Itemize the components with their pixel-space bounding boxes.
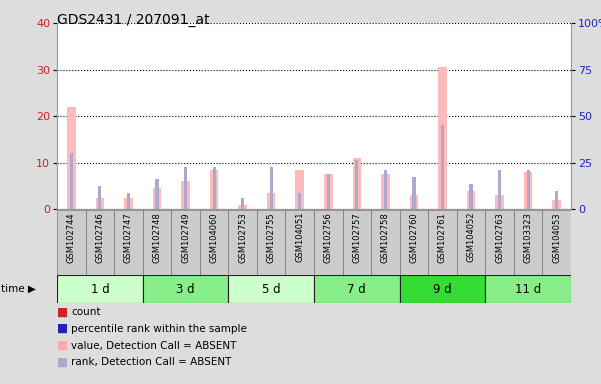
Bar <box>485 210 514 275</box>
Bar <box>552 200 561 209</box>
Bar <box>298 193 301 209</box>
Text: GSM102753: GSM102753 <box>238 212 247 263</box>
Text: GSM102755: GSM102755 <box>267 212 276 263</box>
Text: ■: ■ <box>57 305 69 318</box>
Text: ■: ■ <box>57 356 69 369</box>
Bar <box>542 210 571 275</box>
Text: ■: ■ <box>57 322 69 335</box>
Bar <box>384 170 387 209</box>
Bar <box>438 67 447 209</box>
Bar <box>85 210 114 275</box>
Text: 1 d: 1 d <box>91 283 109 296</box>
Bar <box>467 191 475 209</box>
Text: 3 d: 3 d <box>176 283 195 296</box>
Bar <box>142 210 171 275</box>
Bar <box>99 186 102 209</box>
Bar <box>381 174 389 209</box>
Text: GSM104053: GSM104053 <box>552 212 561 263</box>
Text: GSM103323: GSM103323 <box>523 212 532 263</box>
Bar <box>495 195 504 209</box>
Bar <box>213 167 216 209</box>
Bar <box>57 210 85 275</box>
Bar <box>343 210 371 275</box>
Bar <box>371 210 400 275</box>
Text: GSM102760: GSM102760 <box>409 212 418 263</box>
Bar <box>441 126 444 209</box>
Bar <box>400 275 485 303</box>
Bar <box>124 198 133 209</box>
Bar <box>257 210 285 275</box>
Bar <box>296 170 304 209</box>
Bar <box>228 210 257 275</box>
Bar <box>184 167 187 209</box>
Bar <box>182 181 190 209</box>
Bar <box>210 170 218 209</box>
Text: GSM102746: GSM102746 <box>96 212 105 263</box>
Bar <box>127 193 130 209</box>
Text: 7 d: 7 d <box>347 283 366 296</box>
Bar <box>428 210 457 275</box>
Bar <box>400 210 428 275</box>
Bar <box>524 172 532 209</box>
Bar <box>498 170 501 209</box>
Bar <box>410 195 418 209</box>
Bar <box>200 210 228 275</box>
Text: GSM102757: GSM102757 <box>352 212 361 263</box>
Bar <box>526 170 529 209</box>
Text: rank, Detection Call = ABSENT: rank, Detection Call = ABSENT <box>71 358 231 367</box>
Text: 5 d: 5 d <box>262 283 281 296</box>
Bar <box>285 210 314 275</box>
Text: count: count <box>71 307 100 317</box>
Bar <box>241 198 244 209</box>
Text: GSM102747: GSM102747 <box>124 212 133 263</box>
Text: percentile rank within the sample: percentile rank within the sample <box>71 324 247 334</box>
Text: GSM104052: GSM104052 <box>466 212 475 263</box>
Bar <box>270 167 273 209</box>
Bar <box>153 188 161 209</box>
Text: value, Detection Call = ABSENT: value, Detection Call = ABSENT <box>71 341 236 351</box>
Bar <box>171 210 200 275</box>
Bar <box>67 107 76 209</box>
Text: GSM104051: GSM104051 <box>295 212 304 263</box>
Bar <box>114 210 143 275</box>
Text: GSM102748: GSM102748 <box>153 212 162 263</box>
Bar <box>355 161 358 209</box>
Text: GSM102761: GSM102761 <box>438 212 447 263</box>
Bar <box>314 210 343 275</box>
Bar <box>57 275 143 303</box>
Bar <box>327 174 330 209</box>
Bar <box>96 198 104 209</box>
Text: GSM102756: GSM102756 <box>324 212 333 263</box>
Bar <box>156 179 159 209</box>
Text: GSM102758: GSM102758 <box>381 212 390 263</box>
Bar <box>70 154 73 209</box>
Text: ■: ■ <box>57 339 69 352</box>
Bar <box>412 177 415 209</box>
Bar <box>142 275 228 303</box>
Bar <box>485 275 571 303</box>
Text: 9 d: 9 d <box>433 283 452 296</box>
Text: 11 d: 11 d <box>515 283 542 296</box>
Text: time ▶: time ▶ <box>1 284 36 294</box>
Bar <box>324 174 332 209</box>
Bar <box>457 210 485 275</box>
Bar <box>514 210 542 275</box>
Text: GSM102749: GSM102749 <box>181 212 190 263</box>
Bar <box>267 193 275 209</box>
Bar <box>314 275 400 303</box>
Text: GSM102744: GSM102744 <box>67 212 76 263</box>
Bar <box>469 184 472 209</box>
Text: GDS2431 / 207091_at: GDS2431 / 207091_at <box>57 13 210 27</box>
Bar <box>228 275 314 303</box>
Text: GSM104060: GSM104060 <box>210 212 219 263</box>
Text: GSM102763: GSM102763 <box>495 212 504 263</box>
Bar <box>239 205 247 209</box>
Bar <box>555 191 558 209</box>
Bar <box>353 158 361 209</box>
